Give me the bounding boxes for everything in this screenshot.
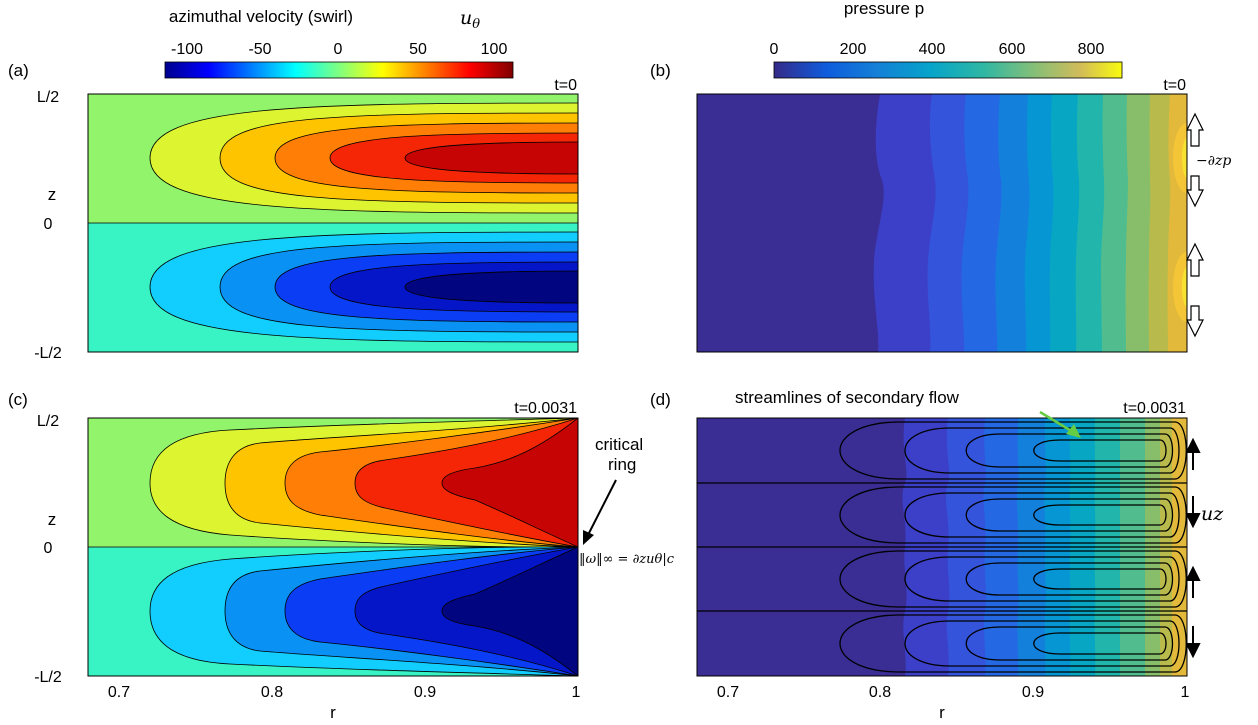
panel-time-a: t=0 [554,77,577,94]
arrow-down-icon [1186,175,1204,208]
ytick: L/2 [37,89,59,106]
xtick: 0.7 [717,684,739,701]
xlabel-d: r [939,703,945,722]
swirl-contours-a [88,102,578,352]
panel-label-c: (c) [8,390,28,409]
streamlines [697,421,1187,673]
ytick: 0 [44,540,53,557]
colorbar-b-tick: 400 [919,41,946,58]
colorbar-a-tick: 50 [409,41,427,58]
panel-b [697,94,1187,352]
colorbar-a [164,61,514,79]
colorbar-b [773,61,1123,79]
panel-label-d: (d) [650,390,671,409]
uz-arrows [1185,437,1201,659]
colorbar-a-tick: 0 [334,41,343,58]
axes-box-b [696,93,1188,353]
panel-a [88,94,578,352]
xtick: 0.8 [869,684,891,701]
critical-pointer [583,479,617,545]
colorbar-b-tick: 200 [840,41,867,58]
axes-box-d [696,417,1188,677]
ylabel-bottom: z [48,510,57,529]
streamlines-label: streamlines of secondary flow [735,388,960,407]
colorbar-b-ticks: 0 200 400 600 800 [770,41,1105,58]
critical-label-line1: critical [595,435,643,454]
xticks-d: 0.7 0.8 0.9 1 [717,684,1190,701]
panel-c [88,418,578,676]
omega-formula: ‖ω‖∞ = ∂zuθ|c [579,552,675,567]
panel-label-b: (b) [650,61,671,80]
ytick: L/2 [37,413,59,430]
panel-time-d: t=0.0031 [1123,400,1186,417]
critical-label-line2: ring [608,455,636,474]
panel-time-c: t=0.0031 [514,400,577,417]
arrow-up-icon [1186,242,1204,277]
swirl-contours-c [88,418,578,676]
axes-box-c [87,417,579,677]
colorbar-b-tick: 800 [1078,41,1105,58]
ytick: -L/2 [34,669,62,686]
colorbar-a-title: azimuthal velocity (swirl) [169,7,353,26]
colorbar-a-tick: 100 [481,41,508,58]
pressure-gradient-arrows [1186,112,1204,338]
panel-label-a: (a) [8,61,29,80]
colorbar-a-tick: -100 [171,41,203,58]
colorbar-a-tick: -50 [248,41,271,58]
xticks-c: 0.7 0.8 0.9 1 [108,684,581,701]
ylabel-top: z [48,185,57,204]
ytick: -L/2 [34,345,62,362]
uz-label: uz [1201,503,1224,525]
colorbar-a-ticks: -100 -50 0 50 100 [171,41,507,58]
xtick: 1 [572,684,581,701]
xtick: 0.9 [1022,684,1044,701]
colorbar-b-tick: 600 [999,41,1026,58]
colorbar-a-title-math: uθ [460,7,480,32]
colorbar-b-title: pressure p [844,0,924,18]
panel-d [697,418,1187,676]
xlabel-c: r [330,703,336,722]
xtick: 1 [1181,684,1190,701]
streamlines-pointer [1039,410,1081,438]
ytick: 0 [44,216,53,233]
xtick: 0.9 [414,684,436,701]
axes-box-a [87,93,579,353]
pressure-gradient-label: −∂zp [1196,153,1231,169]
xtick: 0.7 [108,684,130,701]
colorbar-b-tick: 0 [770,41,779,58]
panel-time-b: t=0 [1163,77,1186,94]
arrow-up-icon [1186,112,1204,147]
xtick: 0.8 [261,684,283,701]
arrow-down-icon [1186,305,1204,338]
